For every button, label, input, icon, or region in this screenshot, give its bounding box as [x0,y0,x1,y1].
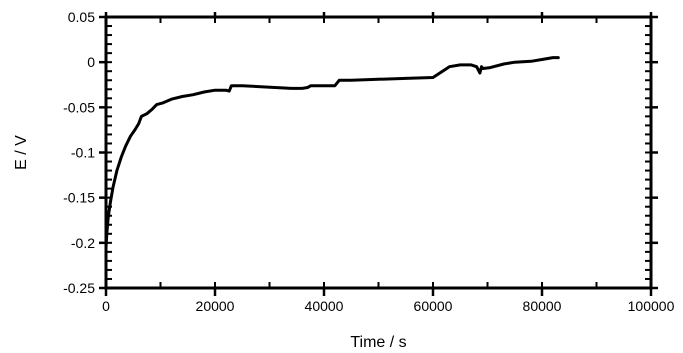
y-tick-labels: 0.05 0 -0.05 -0.1 -0.15 -0.2 -0.25 [63,9,95,296]
minor-ticks [105,16,652,289]
y-tick-label: -0.1 [71,145,95,161]
x-tick-label: 100000 [628,298,675,314]
x-tick-label: 40000 [305,298,344,314]
x-tick-label: 80000 [523,298,562,314]
x-tick-label: 20000 [196,298,235,314]
major-ticks [99,12,658,296]
x-tick-labels: 0 20000 40000 60000 80000 100000 [102,298,674,314]
y-axis-title: E / V [13,135,30,170]
x-axis-title: Time / s [350,334,406,351]
x-tick-label: 0 [102,298,110,314]
y-tick-label: -0.25 [63,280,95,296]
y-tick-label: 0.05 [68,9,95,25]
plot-frame [104,15,653,290]
y-tick-label: 0 [87,54,95,70]
y-tick-label: -0.05 [63,99,95,115]
x-tick-label: 60000 [414,298,453,314]
series-line [104,56,560,249]
y-tick-label: -0.2 [71,235,95,251]
y-tick-label: -0.15 [63,190,95,206]
